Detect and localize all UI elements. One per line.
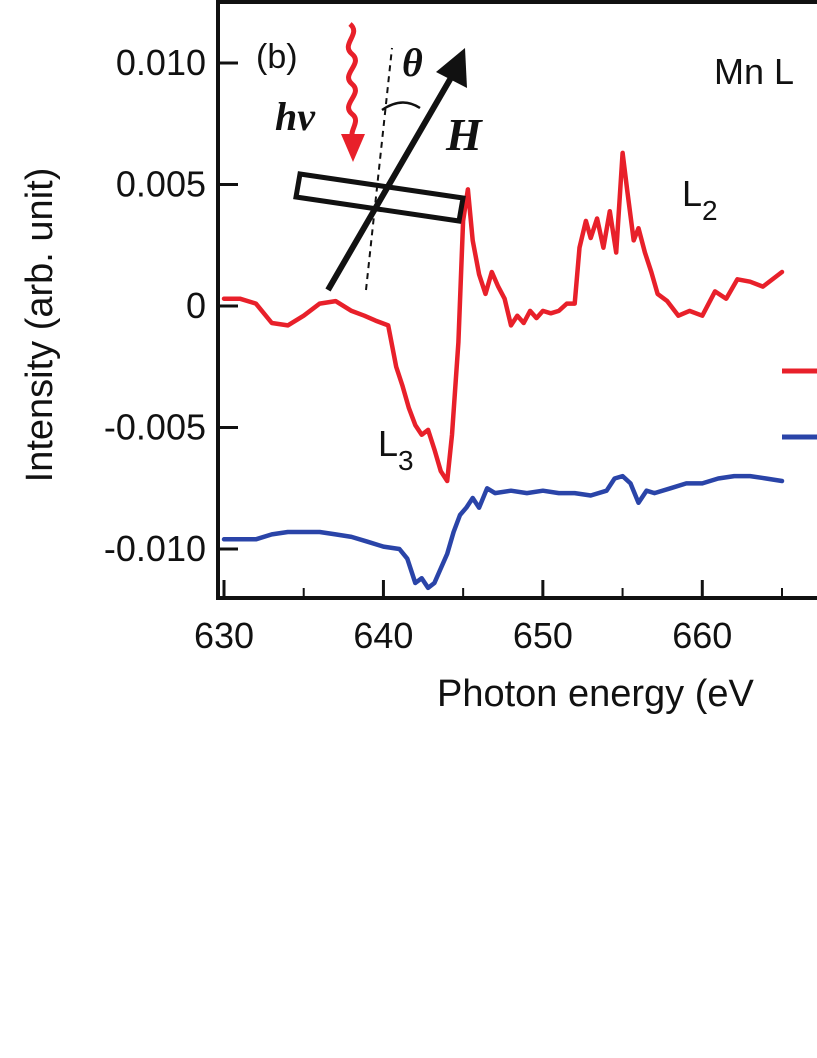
x-tick-label: 650: [513, 615, 573, 656]
x-axis-title: Photon energy (eV: [437, 673, 755, 715]
field-arrow-shaft: [325, 74, 455, 292]
l2-label: L2: [682, 173, 718, 226]
l3-label-main: L: [378, 423, 398, 464]
y-tick-label: -0.005: [104, 407, 206, 448]
series-line-red: [221, 150, 785, 484]
l3-label-sub: 3: [398, 445, 414, 476]
field-arrow-head: [436, 48, 467, 88]
photon-wavy-line: [345, 22, 359, 135]
series-line-blue: [221, 473, 785, 591]
y-tick-label: 0: [186, 285, 206, 326]
l3-label: L3: [378, 423, 414, 476]
l2-label-main: L: [682, 173, 702, 214]
legend: [782, 368, 817, 440]
x-tick-label: 630: [194, 615, 254, 656]
l2-label-sub: 2: [702, 195, 718, 226]
y-tick-label: -0.010: [104, 528, 206, 569]
panel-label: (b): [256, 38, 298, 76]
y-tick-label: 0.005: [116, 164, 206, 205]
x-tick-label: 640: [353, 615, 413, 656]
theta-label: θ: [402, 40, 423, 85]
series-layer: [221, 150, 785, 591]
field-label: H: [445, 109, 483, 160]
chart-title: Mn L: [714, 51, 794, 92]
x-tick-label: 660: [672, 615, 732, 656]
x-axis-ticks: 630 640 650 660: [194, 580, 783, 656]
theta-angle-arc: [381, 101, 421, 112]
photon-label: hv: [275, 94, 316, 139]
photon-arrow-head: [341, 134, 365, 162]
sample-slab: [293, 171, 466, 224]
sample-normal-dashed-line: [365, 47, 393, 291]
inset-geometry-diagram: hv θ H: [275, 22, 483, 292]
y-tick-label: 0.010: [116, 42, 206, 83]
y-axis-title: Intensity (arb. unit): [19, 168, 61, 483]
y-axis-ticks: 0.010 0.005 0 -0.005 -0.010: [104, 42, 238, 569]
